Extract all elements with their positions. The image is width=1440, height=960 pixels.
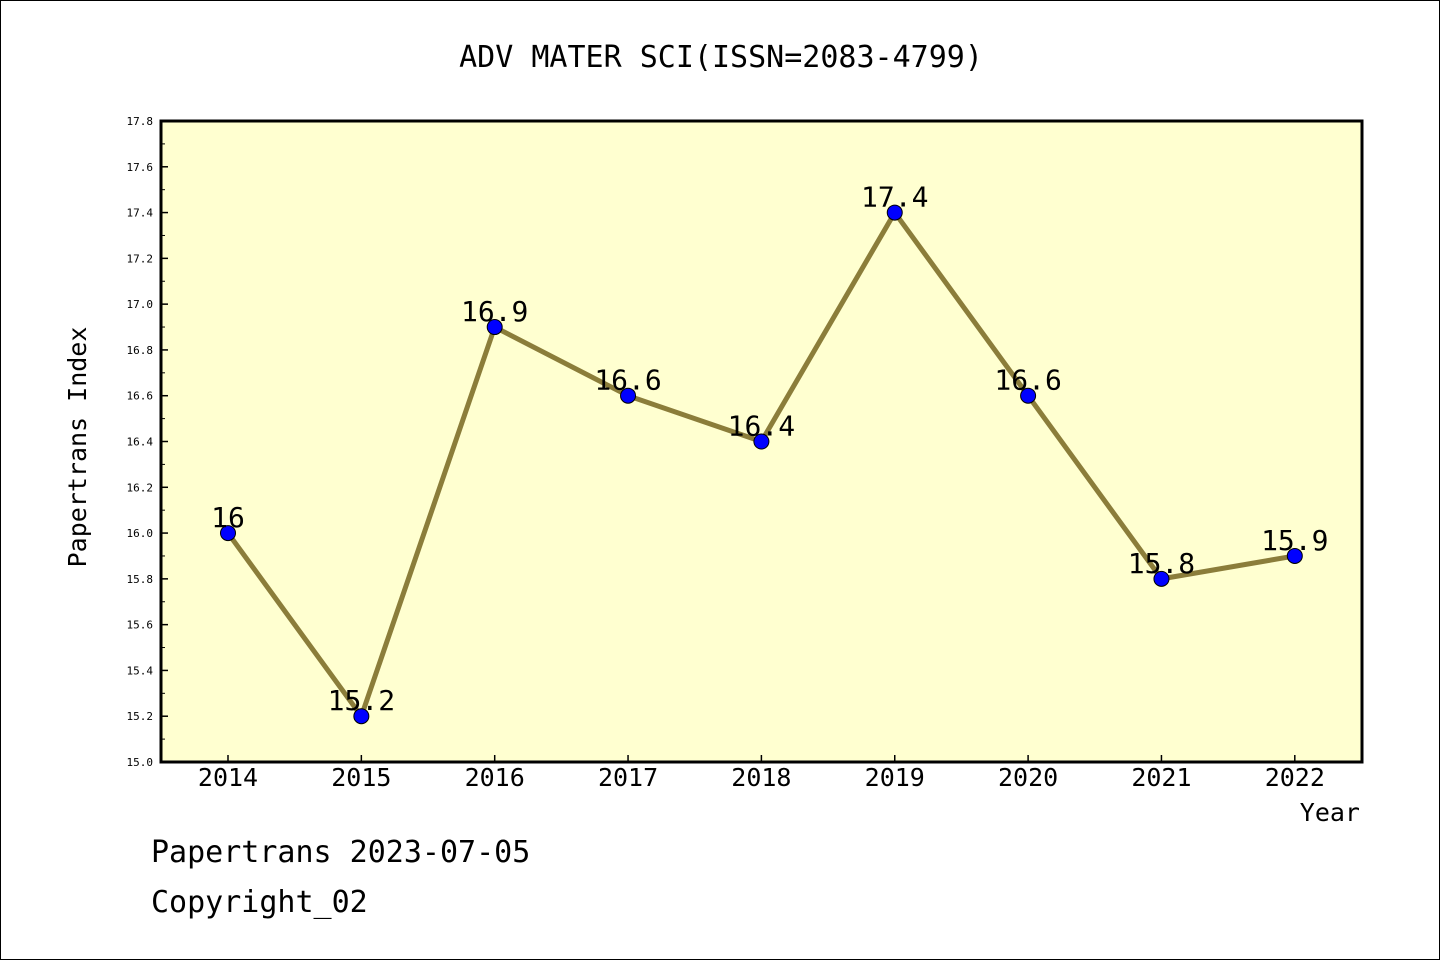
data-label: 16.6 bbox=[994, 364, 1061, 397]
data-label: 17.4 bbox=[861, 181, 928, 214]
x-tick-label: 2016 bbox=[465, 763, 525, 792]
x-axis: 2014 2015 2016 2017 2018 2019 2020 2021 2022 bbox=[198, 755, 1325, 792]
y-tick-label: 16.4 bbox=[127, 436, 154, 449]
x-tick-label: 2019 bbox=[865, 763, 925, 792]
y-tick-label: 15.6 bbox=[127, 619, 154, 632]
x-tick-label: 2022 bbox=[1265, 763, 1325, 792]
data-point bbox=[353, 708, 370, 725]
y-tick-label: 17.4 bbox=[127, 207, 154, 220]
data-point bbox=[220, 525, 236, 542]
data-label: 15.2 bbox=[328, 684, 395, 717]
data-point bbox=[886, 204, 903, 221]
y-tick-label: 17.0 bbox=[127, 298, 154, 311]
data-point bbox=[1020, 387, 1037, 404]
x-tick-label: 2018 bbox=[731, 763, 791, 792]
x-tick-label: 2014 bbox=[198, 763, 258, 792]
footer-date: Papertrans 2023-07-05 bbox=[151, 835, 531, 870]
x-tick-label: 2017 bbox=[598, 763, 658, 792]
data-point bbox=[753, 433, 770, 450]
y-tick-label: 17.8 bbox=[127, 115, 154, 128]
data-label: 16.4 bbox=[728, 410, 795, 443]
y-tick-label: 15.4 bbox=[127, 664, 154, 677]
data-label: 16.6 bbox=[594, 364, 661, 397]
y-tick-label: 15.0 bbox=[127, 756, 154, 769]
plot-border bbox=[159, 119, 1364, 764]
data-label: 16.9 bbox=[461, 295, 528, 328]
series-layer: 16 15.2 16.9 16.6 16.4 17.4 16.6 15.8 15.9 bbox=[211, 181, 1329, 725]
footer-copyright: Copyright_02 bbox=[151, 885, 368, 920]
x-axis-label: Year bbox=[1300, 798, 1360, 827]
x-tick-label: 2015 bbox=[331, 763, 391, 792]
data-label: 15.8 bbox=[1128, 547, 1195, 580]
data-label: 15.9 bbox=[1261, 524, 1328, 557]
data-point bbox=[1286, 547, 1303, 564]
y-tick-label: 16.8 bbox=[127, 344, 154, 357]
y-tick-label: 17.2 bbox=[127, 252, 154, 265]
data-point bbox=[1153, 570, 1170, 587]
y-tick-label: 16.6 bbox=[127, 390, 154, 403]
y-axis-label: Papertrans Index bbox=[63, 327, 92, 568]
y-tick-label: 15.8 bbox=[127, 573, 154, 586]
y-tick-label: 16.2 bbox=[127, 481, 154, 494]
x-tick-label: 2020 bbox=[998, 763, 1058, 792]
x-tick-label: 2021 bbox=[1131, 763, 1191, 792]
chart-title: ADV MATER SCI(ISSN=2083-4799) bbox=[459, 40, 983, 75]
data-point bbox=[620, 387, 637, 404]
data-label: 16 bbox=[211, 501, 245, 534]
y-tick-label: 17.6 bbox=[127, 161, 154, 174]
y-axis: 15.0 15.2 15.4 15.6 15.8 16.0 16.2 16.4 16.6 16.8… bbox=[127, 115, 168, 769]
y-tick-label: 16.0 bbox=[127, 527, 154, 540]
y-tick-label: 15.2 bbox=[127, 710, 154, 723]
data-point bbox=[486, 319, 503, 336]
